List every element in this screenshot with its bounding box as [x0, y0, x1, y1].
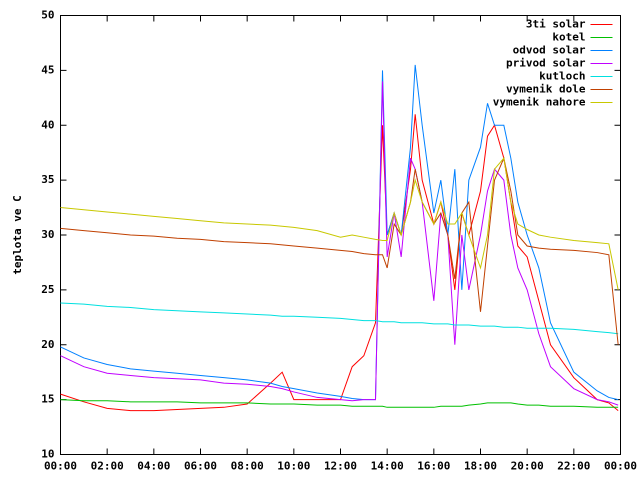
x-tick-label: 06:00	[184, 460, 217, 473]
data-line	[60, 114, 619, 412]
data-line	[60, 399, 619, 408]
legend-label: odvod solar	[513, 44, 586, 57]
x-tick-label: 20:00	[511, 460, 544, 473]
legend-label: 3ti solar	[526, 18, 586, 31]
x-tick-label: 22:00	[557, 460, 590, 473]
x-tick-label: 18:00	[464, 460, 497, 473]
x-tick-label: 14:00	[371, 460, 404, 473]
data-line	[60, 302, 619, 335]
y-axis-label: teplota ve C	[11, 195, 24, 274]
legend-label: vymenik dole	[506, 83, 586, 96]
y-tick-label: 10	[41, 448, 54, 461]
x-tick-label: 00:00	[44, 460, 77, 473]
data-line	[60, 81, 619, 406]
legend-label: kutloch	[539, 70, 585, 83]
legend-label: privod solar	[506, 57, 586, 70]
legend-label: vymenik nahore	[493, 96, 586, 109]
x-tick-label: 10:00	[277, 460, 310, 473]
y-tick-label: 25	[41, 283, 54, 296]
y-tick-label: 30	[41, 228, 54, 241]
x-tick-label: 08:00	[231, 460, 264, 473]
x-tick-label: 02:00	[91, 460, 124, 473]
y-tick-label: 15	[41, 393, 54, 406]
legend-label: kotel	[552, 31, 585, 44]
x-tick-label: 16:00	[417, 460, 450, 473]
data-line	[60, 157, 619, 290]
plot-frame	[60, 15, 621, 455]
y-tick-label: 20	[41, 338, 54, 351]
x-tick-label: 00:00	[604, 460, 637, 473]
y-tick-label: 40	[41, 118, 54, 131]
x-tick-label: 04:00	[137, 460, 170, 473]
y-tick-label: 45	[41, 63, 54, 76]
data-line	[60, 64, 619, 401]
x-tick-label: 12:00	[324, 460, 357, 473]
y-tick-label: 50	[41, 9, 54, 22]
y-tick-label: 35	[41, 173, 54, 186]
